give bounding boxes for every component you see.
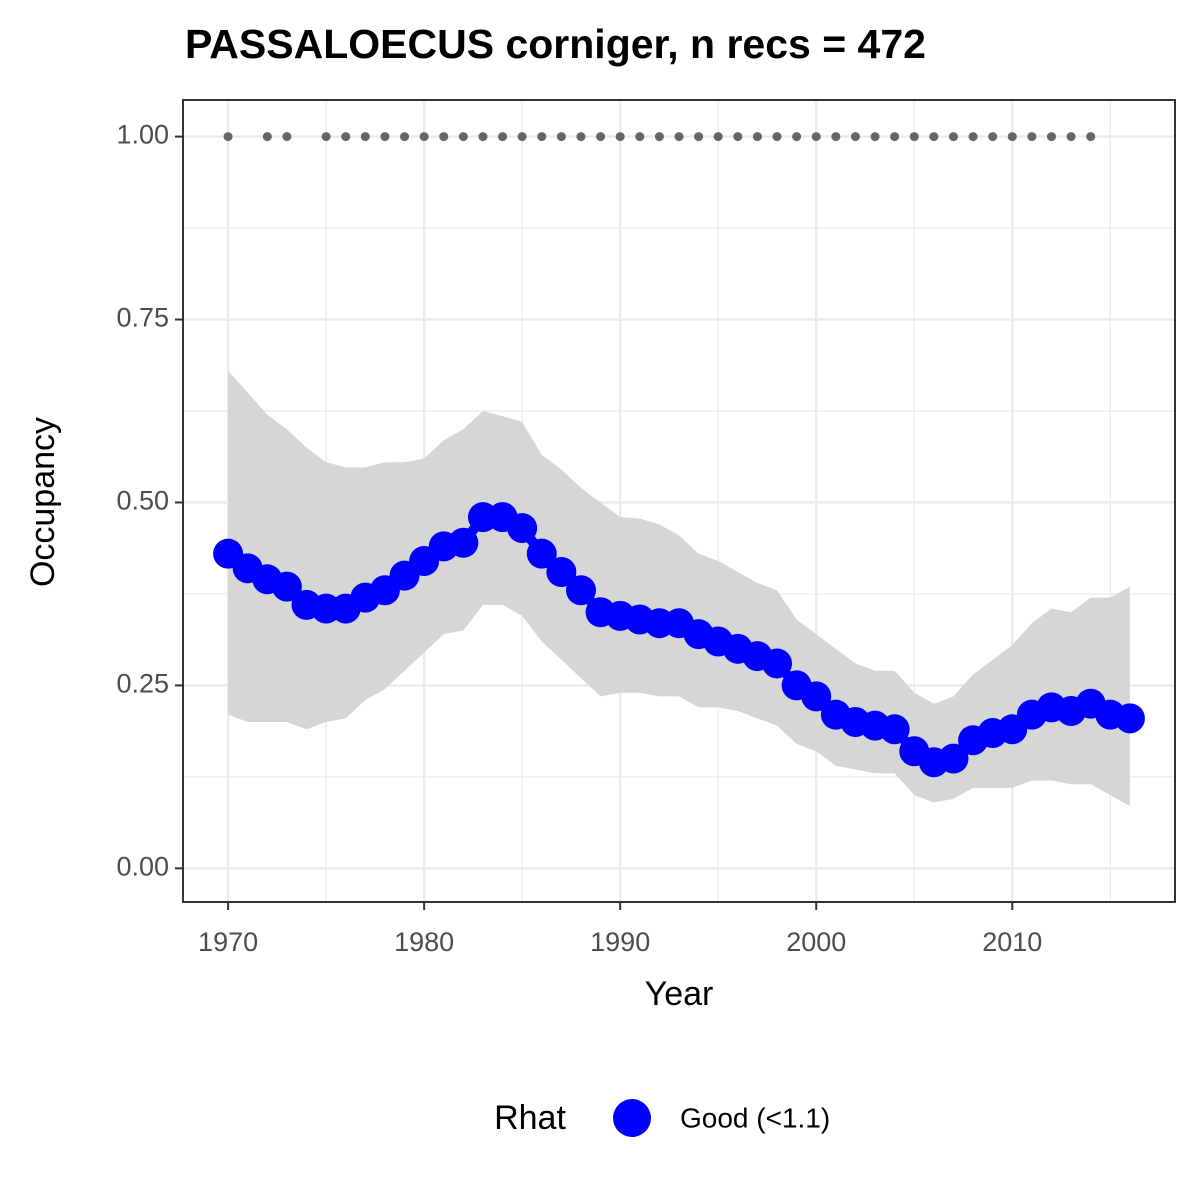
record-point (890, 132, 900, 142)
record-point (635, 132, 645, 142)
y-tick-label: 1.00 (116, 120, 169, 150)
record-point (694, 132, 704, 142)
record-point (988, 132, 998, 142)
record-point (811, 132, 821, 142)
record-point (498, 132, 508, 142)
record-point (850, 132, 860, 142)
x-tick-label: 2010 (982, 927, 1042, 957)
data-point (938, 743, 969, 774)
data-point (565, 575, 596, 606)
record-point (772, 132, 782, 142)
y-tick-label: 0.75 (116, 303, 169, 333)
legend-label: Good (<1.1) (680, 1102, 830, 1133)
record-point (929, 132, 939, 142)
data-point (448, 527, 479, 558)
record-point (713, 132, 723, 142)
record-point (400, 132, 410, 142)
chart-title: PASSALOECUS corniger, n recs = 472 (185, 21, 926, 67)
record-point (517, 132, 527, 142)
record-point (576, 132, 586, 142)
record-point (556, 132, 566, 142)
data-point (507, 513, 538, 544)
y-tick-label: 0.50 (116, 486, 169, 516)
y-tick-label: 0.00 (116, 851, 169, 881)
data-point (801, 681, 832, 712)
data-point (546, 556, 577, 587)
record-point (321, 132, 331, 142)
y-tick-label: 0.25 (116, 669, 169, 699)
record-point (360, 132, 370, 142)
y-axis-title: Occupancy (24, 417, 62, 587)
data-point (1114, 703, 1145, 734)
record-point (1066, 132, 1076, 142)
record-point (968, 132, 978, 142)
record-point (596, 132, 606, 142)
record-point (380, 132, 390, 142)
record-point (478, 132, 488, 142)
record-point (752, 132, 762, 142)
legend-title: Rhat (494, 1099, 566, 1137)
record-point (733, 132, 743, 142)
record-point (654, 132, 664, 142)
record-point (948, 132, 958, 142)
x-tick-label: 1980 (394, 927, 454, 957)
record-point (1046, 132, 1056, 142)
record-point (282, 132, 292, 142)
record-point (419, 132, 429, 142)
data-point (879, 714, 910, 745)
record-point (223, 132, 233, 142)
data-point (762, 648, 793, 679)
data-point (271, 571, 302, 602)
record-point (1007, 132, 1017, 142)
record-point (674, 132, 684, 142)
x-tick-label: 1970 (198, 927, 258, 957)
record-point (1086, 132, 1096, 142)
panel-border (182, 99, 1176, 903)
x-axis-title: Year (645, 975, 714, 1013)
record-point (831, 132, 841, 142)
record-point (458, 132, 468, 142)
record-point (439, 132, 449, 142)
record-point (341, 132, 351, 142)
legend-marker (613, 1099, 651, 1137)
record-point (1027, 132, 1037, 142)
record-point (870, 132, 880, 142)
record-point (615, 132, 625, 142)
record-point (909, 132, 919, 142)
record-point (262, 132, 272, 142)
confidence-band (228, 370, 1130, 807)
data-point (526, 538, 557, 569)
record-point (537, 132, 547, 142)
record-point (792, 132, 802, 142)
x-tick-label: 1990 (590, 927, 650, 957)
x-tick-label: 2000 (786, 927, 846, 957)
